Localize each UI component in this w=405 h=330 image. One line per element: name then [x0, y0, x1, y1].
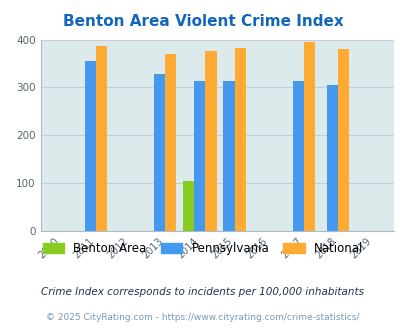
Text: © 2025 CityRating.com - https://www.cityrating.com/crime-statistics/: © 2025 CityRating.com - https://www.city… [46, 313, 359, 322]
Bar [223, 81, 234, 231]
Bar [183, 181, 194, 231]
Bar [96, 46, 107, 231]
Bar [194, 81, 205, 231]
Text: Crime Index corresponds to incidents per 100,000 inhabitants: Crime Index corresponds to incidents per… [41, 287, 364, 297]
Bar [85, 61, 96, 231]
Legend: Benton Area, Pennsylvania, National: Benton Area, Pennsylvania, National [38, 237, 367, 260]
Text: Benton Area Violent Crime Index: Benton Area Violent Crime Index [62, 14, 343, 29]
Bar [165, 54, 176, 231]
Bar [205, 51, 216, 231]
Bar [338, 49, 349, 231]
Bar [326, 84, 338, 231]
Bar [154, 74, 165, 231]
Bar [303, 43, 314, 231]
Bar [234, 48, 245, 231]
Bar [292, 81, 303, 231]
